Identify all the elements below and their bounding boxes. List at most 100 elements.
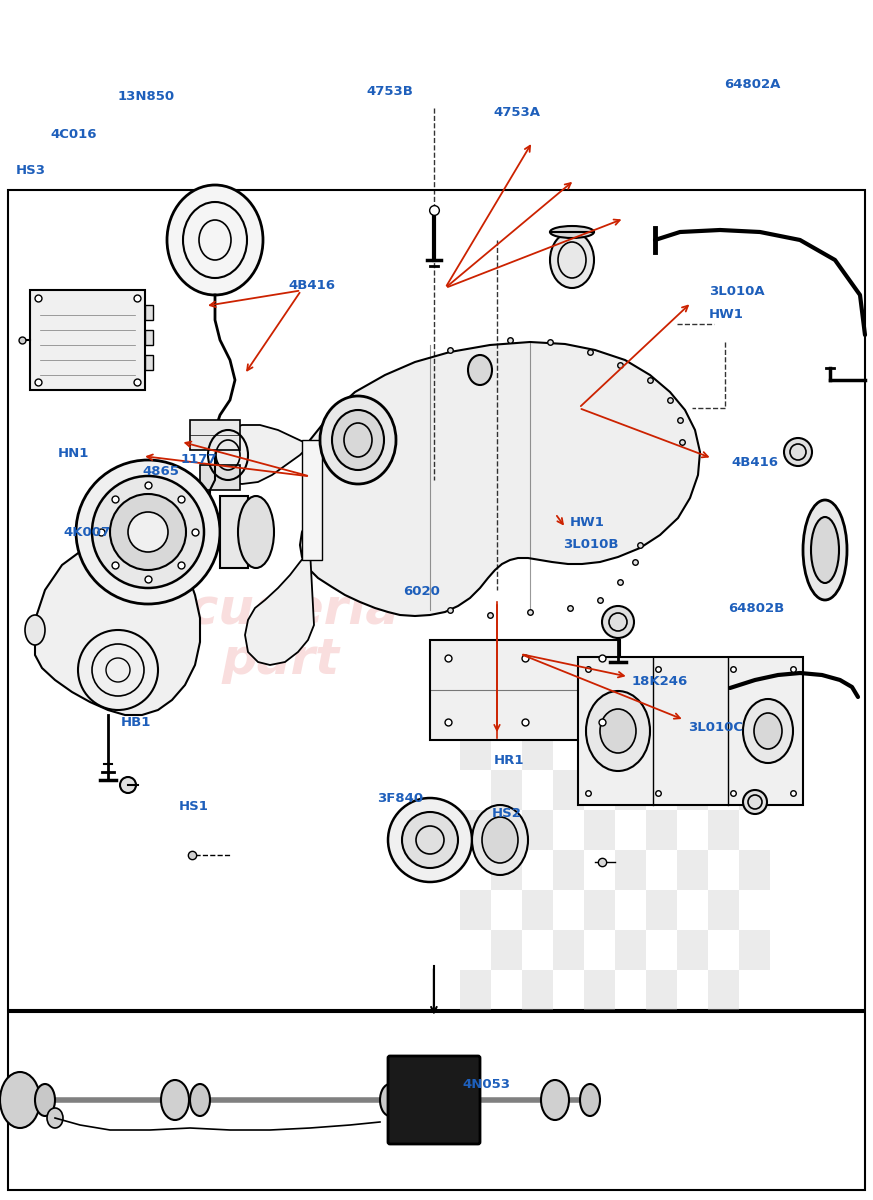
Text: 4C016: 4C016 (51, 128, 97, 140)
Bar (145, 355, 153, 370)
Bar (646, 890, 677, 930)
Bar (708, 970, 739, 1010)
Ellipse shape (754, 713, 782, 749)
Ellipse shape (332, 410, 384, 470)
Bar (491, 690, 522, 730)
Text: HW1: HW1 (709, 308, 744, 320)
Bar (430, 640, 620, 740)
Ellipse shape (402, 812, 458, 868)
Text: 3F840: 3F840 (377, 792, 423, 804)
Text: HS3: HS3 (16, 164, 45, 176)
Text: 4N053: 4N053 (463, 1079, 511, 1091)
Ellipse shape (0, 1072, 40, 1128)
Bar (145, 330, 153, 346)
Bar (553, 930, 584, 970)
Bar (584, 810, 615, 850)
Bar (646, 730, 677, 770)
Text: 3L010C: 3L010C (688, 721, 743, 733)
Ellipse shape (743, 698, 793, 763)
Text: HW1: HW1 (570, 516, 605, 528)
Ellipse shape (380, 1084, 400, 1116)
Bar (553, 770, 584, 810)
Bar (522, 890, 553, 930)
Ellipse shape (76, 460, 220, 604)
Bar (190, 420, 240, 450)
Ellipse shape (167, 185, 263, 295)
Text: HB1: HB1 (120, 716, 151, 728)
Text: 4753B: 4753B (367, 85, 414, 97)
Text: 1177: 1177 (181, 454, 217, 466)
Bar (615, 850, 646, 890)
Text: 4K007: 4K007 (64, 527, 111, 539)
Ellipse shape (803, 500, 847, 600)
Bar (677, 770, 708, 810)
Ellipse shape (388, 798, 472, 882)
Bar (460, 970, 491, 1010)
Bar (646, 970, 677, 1010)
Bar (708, 890, 739, 930)
Text: 64802A: 64802A (725, 78, 781, 90)
Ellipse shape (238, 496, 274, 568)
Bar (200, 464, 240, 490)
Bar (615, 930, 646, 970)
Bar (615, 690, 646, 730)
Bar (615, 770, 646, 810)
Bar (553, 850, 584, 890)
Ellipse shape (586, 691, 650, 770)
Bar (739, 930, 770, 970)
Ellipse shape (550, 232, 594, 288)
Polygon shape (302, 440, 322, 560)
Text: 4B416: 4B416 (288, 280, 335, 292)
Ellipse shape (92, 476, 204, 588)
Text: HS2: HS2 (491, 808, 521, 820)
Bar (522, 810, 553, 850)
Ellipse shape (320, 396, 396, 484)
Text: HS1: HS1 (179, 800, 209, 812)
Ellipse shape (811, 517, 839, 583)
Bar (553, 690, 584, 730)
Text: 4B416: 4B416 (732, 456, 779, 468)
Ellipse shape (120, 778, 136, 793)
Bar (584, 970, 615, 1010)
Bar (708, 730, 739, 770)
Polygon shape (245, 550, 314, 665)
Bar (739, 690, 770, 730)
Bar (491, 930, 522, 970)
Bar (8, 1012, 865, 1190)
Ellipse shape (25, 614, 45, 646)
Bar (739, 850, 770, 890)
Text: 18K246: 18K246 (632, 676, 688, 688)
Bar (522, 970, 553, 1010)
Text: scuderia: scuderia (160, 586, 400, 634)
Bar (739, 770, 770, 810)
Bar (677, 850, 708, 890)
Ellipse shape (600, 709, 636, 754)
Ellipse shape (47, 1108, 63, 1128)
Bar (584, 890, 615, 930)
Bar (460, 730, 491, 770)
Ellipse shape (35, 1084, 55, 1116)
Ellipse shape (580, 1084, 600, 1116)
Ellipse shape (468, 355, 492, 385)
Ellipse shape (128, 512, 168, 552)
Text: 6020: 6020 (403, 586, 440, 598)
Bar (491, 770, 522, 810)
Ellipse shape (482, 817, 518, 863)
Text: part: part (221, 636, 339, 684)
Text: HN1: HN1 (58, 448, 89, 460)
Bar (677, 930, 708, 970)
Ellipse shape (110, 494, 186, 570)
Text: 3L010A: 3L010A (709, 286, 765, 298)
Bar (460, 890, 491, 930)
Ellipse shape (784, 438, 812, 466)
Ellipse shape (161, 1080, 189, 1120)
Polygon shape (35, 535, 200, 715)
Bar (8, 190, 865, 1010)
Text: 4865: 4865 (142, 466, 179, 478)
Polygon shape (215, 425, 310, 484)
Text: HR1: HR1 (494, 755, 525, 767)
Bar (708, 810, 739, 850)
Bar (491, 850, 522, 890)
Bar (646, 810, 677, 850)
Bar (677, 690, 708, 730)
